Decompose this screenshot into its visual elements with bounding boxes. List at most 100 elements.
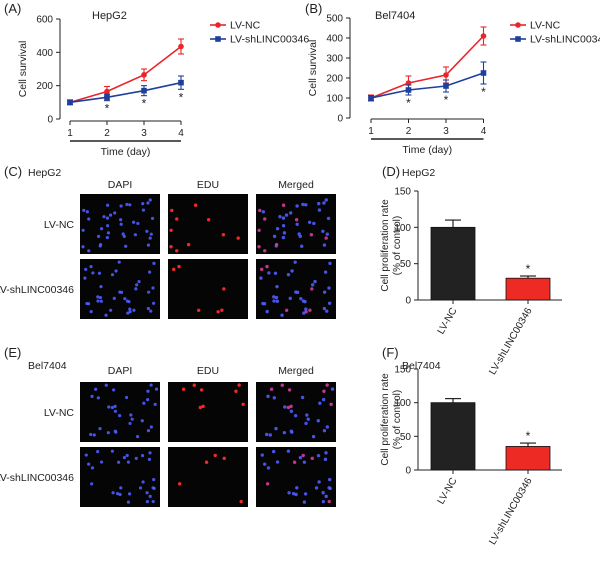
nucleus xyxy=(111,388,116,392)
merged-cell xyxy=(307,220,312,224)
nucleus xyxy=(120,290,124,294)
micrograph-background xyxy=(256,259,336,319)
micrograph-background xyxy=(168,194,248,254)
merged-cell xyxy=(321,490,325,495)
bar-lv-shlinc00346 xyxy=(505,277,551,301)
edu-positive-cell xyxy=(177,482,182,486)
merged-cell xyxy=(322,389,326,393)
micrograph-dapi xyxy=(80,382,160,442)
x-axis-label: Time (day) xyxy=(101,146,151,158)
merged-cell xyxy=(294,218,299,222)
column-header-edu: EDU xyxy=(197,179,219,191)
nucleus xyxy=(96,295,100,299)
nucleus xyxy=(141,480,145,484)
edu-positive-cell xyxy=(172,267,176,272)
nucleus xyxy=(149,232,153,236)
image-panel-C: (C) HepG2 DAPI EDU Merged LV-NC LV-shLINC00346 xyxy=(0,164,336,319)
series-line xyxy=(370,35,485,99)
significance-star: * xyxy=(105,102,110,116)
merged-cell xyxy=(310,283,315,287)
nucleus xyxy=(124,395,129,400)
merged-cell xyxy=(327,301,332,306)
legend-label: LV-shLINC00346 xyxy=(530,34,600,46)
y-tick-label: 50 xyxy=(400,432,412,443)
nucleus xyxy=(82,208,86,213)
nucleus xyxy=(154,387,159,391)
micrograph-merged xyxy=(256,447,336,507)
merged-cell xyxy=(263,217,267,221)
nucleus xyxy=(148,451,152,455)
nucleus xyxy=(125,299,130,303)
merged-cell xyxy=(295,222,299,226)
column-header-dapi: DAPI xyxy=(108,179,133,191)
nucleus xyxy=(141,202,145,206)
merged-cell xyxy=(281,224,286,228)
merged-cell xyxy=(318,401,322,405)
merged-cell xyxy=(293,260,297,264)
merged-cell xyxy=(322,428,327,433)
merged-cell xyxy=(313,279,317,284)
merged-cell xyxy=(302,311,306,315)
merged-cell xyxy=(330,387,335,391)
panel-label: (B) xyxy=(305,1,322,16)
edu-positive-cell xyxy=(222,287,226,291)
row-label: LV-shLINC00346 xyxy=(0,284,74,296)
row-label: LV-NC xyxy=(44,219,75,231)
nucleus xyxy=(83,276,87,280)
nucleus xyxy=(121,232,125,236)
merged-cell xyxy=(281,203,286,207)
nucleus xyxy=(85,210,89,214)
merged-cell xyxy=(323,270,328,274)
edu-positive-cell xyxy=(239,499,243,504)
merged-cell xyxy=(286,272,291,277)
nucleus xyxy=(87,249,91,253)
nucleus xyxy=(110,405,114,410)
column-header-edu: EDU xyxy=(197,365,219,377)
nucleus xyxy=(125,202,129,207)
merged-cell xyxy=(272,396,277,400)
merged-cell xyxy=(309,232,314,237)
nucleus xyxy=(89,310,93,314)
data-point xyxy=(480,70,487,76)
merged-cell xyxy=(321,229,325,233)
merged-cell xyxy=(286,449,291,453)
nucleus xyxy=(142,401,146,405)
micrograph-background xyxy=(80,447,160,507)
y-tick-label: 0 xyxy=(47,115,53,126)
merged-cell xyxy=(258,208,262,213)
merged-cell xyxy=(265,264,269,269)
nucleus xyxy=(135,283,139,287)
data-point xyxy=(368,95,374,101)
y-tick-label: 150 xyxy=(394,365,411,376)
merged-cell xyxy=(290,269,294,273)
legend-marker xyxy=(515,36,521,42)
nucleus xyxy=(92,433,96,437)
merged-cell xyxy=(283,405,287,409)
data-point xyxy=(480,33,487,39)
merged-cell xyxy=(278,214,282,219)
nucleus xyxy=(114,269,118,273)
micrograph-dapi xyxy=(80,194,160,254)
nucleus xyxy=(84,267,88,271)
edu-positive-cell xyxy=(201,404,205,409)
significance-star: * xyxy=(526,262,531,276)
merged-cell xyxy=(298,234,302,239)
nucleus xyxy=(97,271,102,275)
nucleus xyxy=(112,296,116,300)
panel-label: (E) xyxy=(4,345,21,360)
nucleus xyxy=(113,409,118,413)
merged-cell xyxy=(280,313,284,317)
merged-cell xyxy=(295,290,300,295)
x-tick-label: LV-NC xyxy=(436,476,460,506)
merged-cell xyxy=(321,397,326,402)
nucleus xyxy=(114,430,118,434)
merged-cell xyxy=(295,486,299,490)
micrograph-background xyxy=(256,447,336,507)
nucleus xyxy=(84,453,88,457)
nucleus xyxy=(111,491,115,495)
nucleus xyxy=(150,216,155,221)
legend-marker xyxy=(515,22,521,28)
nucleus xyxy=(132,220,136,224)
merged-cell xyxy=(289,409,294,414)
